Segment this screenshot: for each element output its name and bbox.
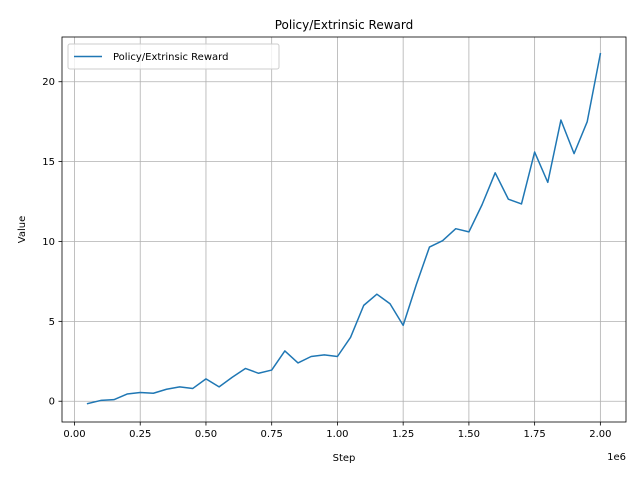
- plot-frame: [61, 36, 627, 423]
- y-tick-label: 5: [49, 317, 55, 328]
- x-tick-label: 1.50: [458, 429, 480, 440]
- x-tick-label: 1.00: [326, 429, 348, 440]
- x-axis-offset-label: 1e6: [607, 452, 626, 463]
- series-layer: [86, 52, 602, 405]
- x-tick-label: 1.75: [523, 429, 545, 440]
- legend-label: Policy/Extrinsic Reward: [113, 52, 228, 63]
- legend-box: [67, 43, 280, 70]
- x-axis-label: Step: [333, 453, 356, 464]
- y-tick-label: 20: [42, 77, 55, 88]
- ticks: 0.00 0.25 0.50 0.75 1.00 1.25 1.50 1.75 2.00 0 5 10…: [42, 77, 611, 440]
- y-tick-label: 15: [42, 157, 55, 168]
- y-tick-label: 10: [42, 237, 55, 248]
- y-axis-label: Value: [17, 216, 28, 243]
- y-tick-label: 0: [49, 397, 55, 408]
- series-line: [86, 52, 602, 405]
- x-tick-label: 2.00: [589, 429, 611, 440]
- x-tick-label: 0.25: [129, 429, 151, 440]
- x-tick-label: 0.00: [63, 429, 85, 440]
- legend: Policy/Extrinsic Reward: [67, 43, 280, 70]
- x-tick-label: 1.25: [392, 429, 414, 440]
- x-tick-label: 0.50: [195, 429, 217, 440]
- x-tick-label: 0.75: [261, 429, 283, 440]
- chart-title: Policy/Extrinsic Reward: [275, 18, 414, 32]
